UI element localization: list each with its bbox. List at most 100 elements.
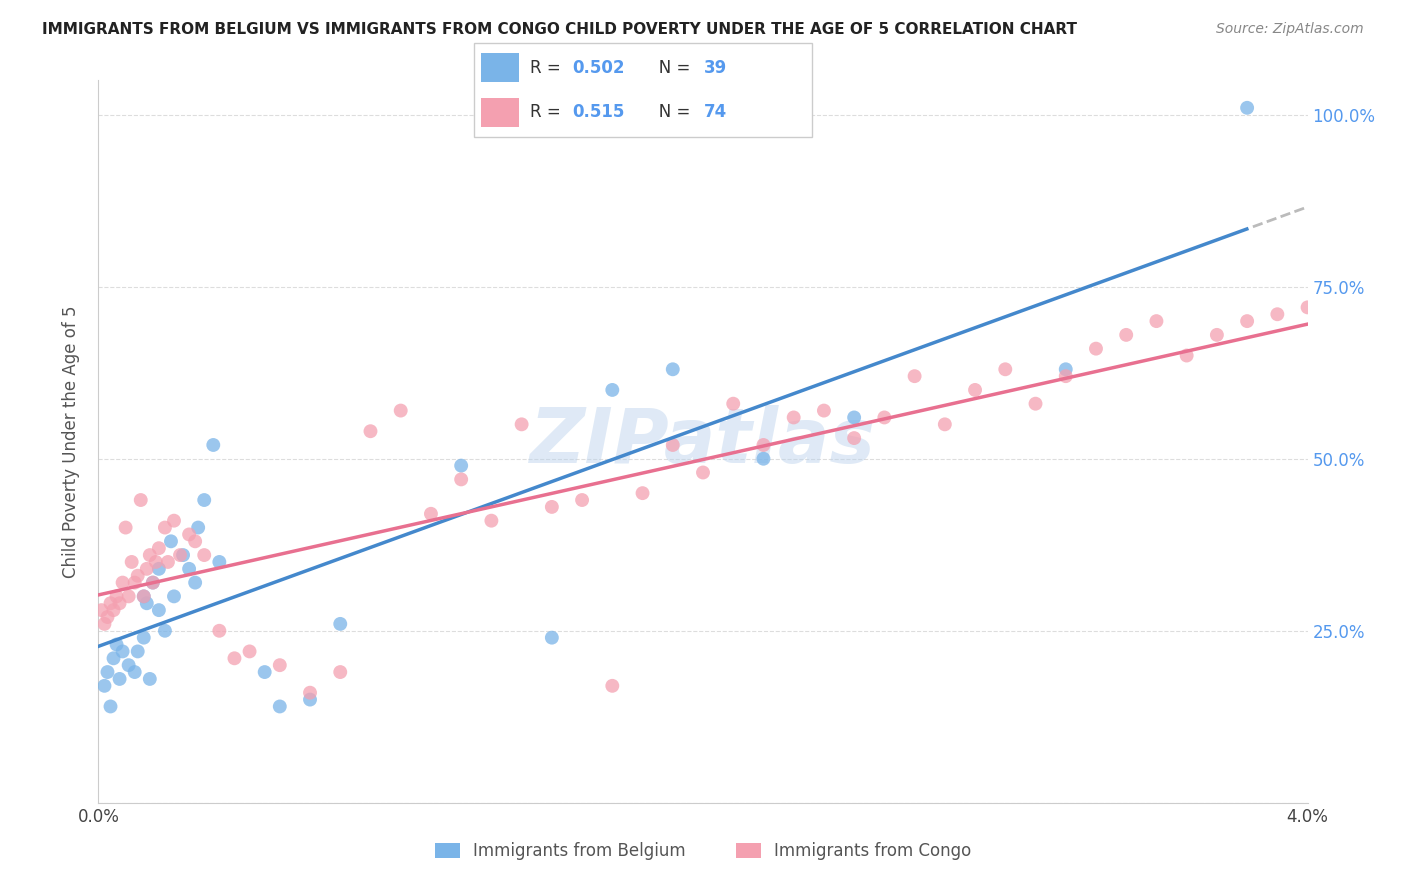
Point bbox=[389, 403, 412, 417]
Point bbox=[631, 486, 654, 500]
Point bbox=[1327, 321, 1350, 335]
Point bbox=[156, 555, 179, 569]
Point bbox=[1236, 101, 1258, 115]
Point bbox=[450, 472, 472, 486]
Point bbox=[752, 451, 775, 466]
Point bbox=[139, 672, 162, 686]
Point bbox=[1236, 314, 1258, 328]
Point bbox=[481, 514, 503, 528]
Point bbox=[93, 616, 115, 631]
Point bbox=[124, 575, 146, 590]
Point bbox=[160, 534, 183, 549]
Point bbox=[148, 603, 170, 617]
Point bbox=[163, 514, 186, 528]
Point bbox=[132, 590, 155, 604]
Point bbox=[239, 644, 262, 658]
Point bbox=[1267, 307, 1289, 321]
Point bbox=[934, 417, 956, 432]
Bar bbox=[481, 98, 519, 127]
Point bbox=[142, 575, 165, 590]
Point bbox=[299, 692, 322, 706]
Point bbox=[139, 548, 162, 562]
Point bbox=[142, 575, 165, 590]
Text: 39: 39 bbox=[703, 60, 727, 78]
Legend: Immigrants from Belgium, Immigrants from Congo: Immigrants from Belgium, Immigrants from… bbox=[427, 836, 979, 867]
Text: Source: ZipAtlas.com: Source: ZipAtlas.com bbox=[1216, 22, 1364, 37]
Point bbox=[602, 679, 624, 693]
Point bbox=[1357, 293, 1379, 308]
Point bbox=[105, 590, 128, 604]
Bar bbox=[481, 54, 519, 82]
Point bbox=[118, 590, 141, 604]
Point bbox=[172, 548, 194, 562]
Point bbox=[132, 631, 155, 645]
Point bbox=[1296, 301, 1319, 315]
Point bbox=[224, 651, 246, 665]
Point bbox=[844, 431, 866, 445]
Point bbox=[202, 438, 225, 452]
Point bbox=[329, 665, 352, 679]
Point bbox=[103, 651, 125, 665]
Point bbox=[752, 438, 775, 452]
Point bbox=[904, 369, 927, 384]
Point bbox=[540, 500, 562, 514]
Point bbox=[127, 644, 149, 658]
Point bbox=[1175, 349, 1198, 363]
Point bbox=[540, 631, 562, 645]
Point bbox=[329, 616, 352, 631]
Text: R =: R = bbox=[530, 60, 565, 78]
Point bbox=[193, 548, 215, 562]
Point bbox=[1146, 314, 1168, 328]
Point bbox=[93, 679, 115, 693]
Point bbox=[1115, 327, 1137, 342]
Point bbox=[118, 658, 141, 673]
Point bbox=[184, 575, 207, 590]
Point bbox=[1054, 362, 1077, 376]
Point bbox=[571, 493, 593, 508]
Point bbox=[813, 403, 835, 417]
Point bbox=[360, 424, 382, 438]
Point bbox=[269, 699, 291, 714]
Point bbox=[179, 527, 201, 541]
Point bbox=[253, 665, 276, 679]
Point bbox=[169, 548, 191, 562]
Text: 74: 74 bbox=[703, 103, 727, 120]
Point bbox=[208, 624, 231, 638]
Point bbox=[1025, 397, 1047, 411]
Text: N =: N = bbox=[644, 103, 696, 120]
Point bbox=[111, 575, 134, 590]
Point bbox=[873, 410, 896, 425]
Point bbox=[135, 596, 157, 610]
Point bbox=[299, 686, 322, 700]
Text: R =: R = bbox=[530, 103, 565, 120]
Point bbox=[994, 362, 1017, 376]
Point bbox=[103, 603, 125, 617]
Point bbox=[184, 534, 207, 549]
Point bbox=[124, 665, 146, 679]
Point bbox=[105, 638, 128, 652]
Point bbox=[114, 520, 136, 534]
Point bbox=[148, 541, 170, 556]
Y-axis label: Child Poverty Under the Age of 5: Child Poverty Under the Age of 5 bbox=[62, 305, 80, 578]
Point bbox=[153, 520, 176, 534]
Point bbox=[108, 672, 131, 686]
Point bbox=[111, 644, 134, 658]
Point bbox=[965, 383, 987, 397]
Point bbox=[1206, 327, 1229, 342]
Point bbox=[153, 624, 176, 638]
Point bbox=[96, 665, 118, 679]
Point bbox=[208, 555, 231, 569]
Text: IMMIGRANTS FROM BELGIUM VS IMMIGRANTS FROM CONGO CHILD POVERTY UNDER THE AGE OF : IMMIGRANTS FROM BELGIUM VS IMMIGRANTS FR… bbox=[42, 22, 1077, 37]
Point bbox=[100, 596, 122, 610]
Text: 0.502: 0.502 bbox=[572, 60, 626, 78]
FancyBboxPatch shape bbox=[474, 43, 813, 137]
Point bbox=[132, 590, 155, 604]
Point bbox=[100, 699, 122, 714]
Point bbox=[163, 590, 186, 604]
Point bbox=[135, 562, 157, 576]
Point bbox=[187, 520, 209, 534]
Point bbox=[1386, 307, 1406, 321]
Point bbox=[96, 610, 118, 624]
Point bbox=[723, 397, 745, 411]
Point bbox=[450, 458, 472, 473]
